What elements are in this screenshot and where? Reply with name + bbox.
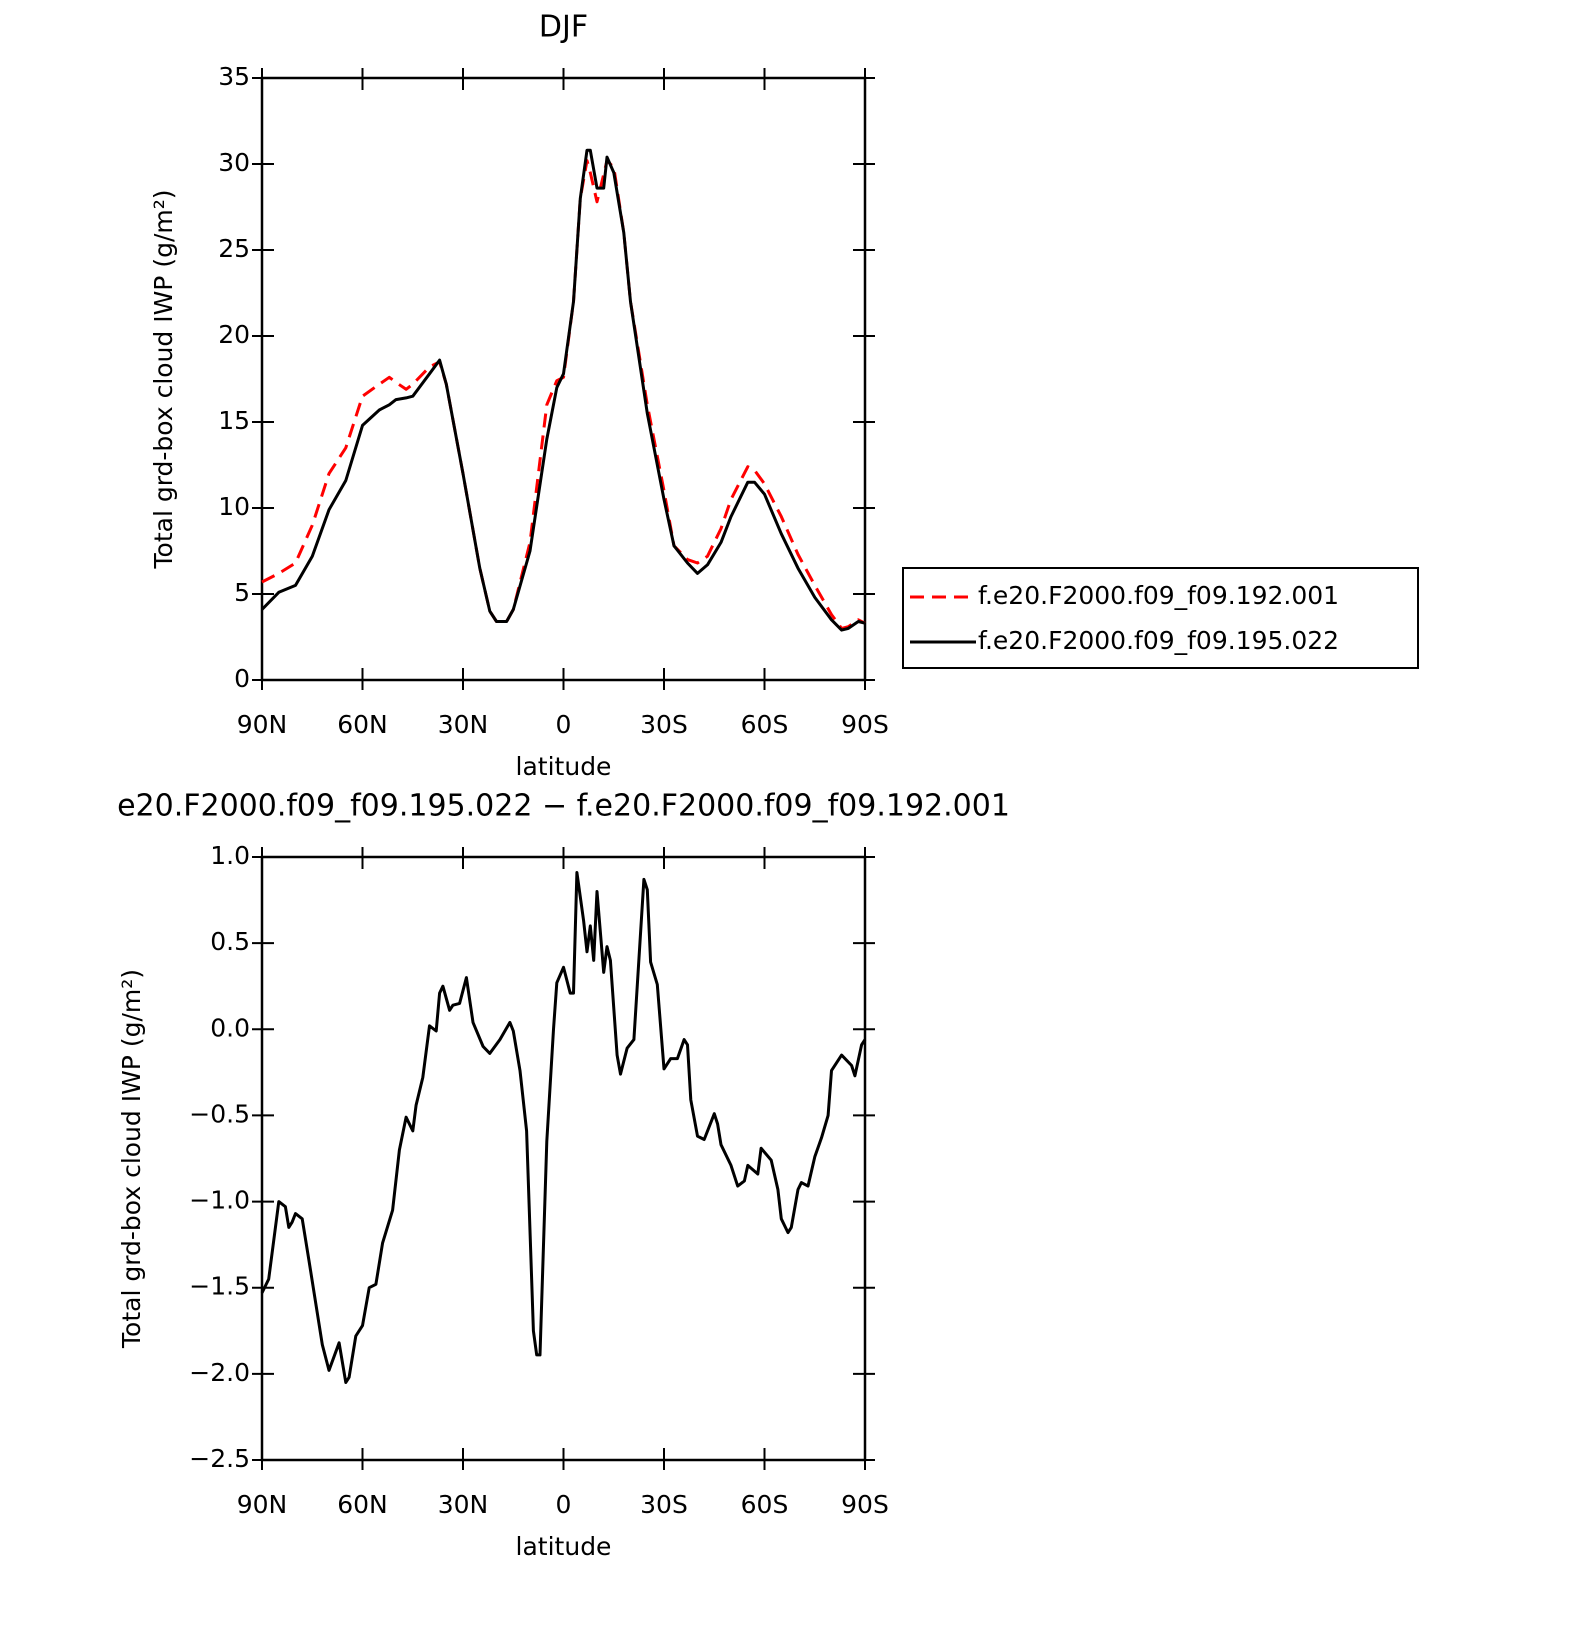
x-tick-label: 90S: [841, 1490, 889, 1519]
chart-title: e20.F2000.f09_f09.195.022 − f.e20.F2000.…: [117, 789, 1010, 824]
x-tick-label: 90N: [237, 1490, 288, 1519]
y-tick-label: −1.0: [189, 1186, 250, 1215]
y-tick-label: 10: [218, 492, 250, 521]
legend: f.e20.F2000.f09_f09.192.001 f.e20.F2000.f…: [902, 567, 1419, 669]
x-tick-label: 90N: [237, 710, 288, 739]
x-tick-label: 30S: [640, 710, 688, 739]
y-tick-label: 35: [218, 62, 250, 91]
x-tick-label: 60N: [337, 1490, 388, 1519]
y-tick-label: 30: [218, 148, 250, 177]
y-axis-label: Total grd-box cloud IWP (g/m²): [117, 969, 146, 1349]
legend-label: f.e20.F2000.f09_f09.195.022: [978, 626, 1339, 655]
legend-label: f.e20.F2000.f09_f09.192.001: [978, 581, 1339, 610]
x-tick-label: 30N: [438, 710, 489, 739]
x-axis-label: latitude: [516, 1532, 612, 1561]
y-tick-label: 1.0: [210, 841, 250, 870]
x-tick-label: 30N: [438, 1490, 489, 1519]
y-tick-label: 0: [234, 664, 250, 693]
plot-frame: [260, 855, 867, 1462]
y-tick-label: 0.5: [210, 927, 250, 956]
x-tick-label: 30S: [640, 1490, 688, 1519]
x-tick-label: 60N: [337, 710, 388, 739]
y-axis-label: Total grd-box cloud IWP (g/m²): [149, 189, 178, 569]
y-tick-label: −2.5: [189, 1444, 250, 1473]
y-tick-label: −1.5: [189, 1272, 250, 1301]
x-tick-label: 0: [556, 710, 572, 739]
data-line: [260, 148, 866, 632]
x-axis-label: latitude: [516, 752, 612, 781]
x-tick-label: 0: [556, 1490, 572, 1519]
y-tick-label: 20: [218, 320, 250, 349]
y-tick-label: 0.0: [210, 1013, 250, 1042]
y-tick-label: 25: [218, 234, 250, 263]
y-tick-label: −0.5: [189, 1099, 250, 1128]
chart: DJF 0 5 10 15 20 25 30 35 90N 60N 30N 0 30S 60S 90S lati…: [149, 10, 1419, 781]
x-tick-label: 60S: [741, 1490, 789, 1519]
legend-box: [902, 567, 1419, 669]
y-tick-label: 5: [234, 578, 250, 607]
chart: e20.F2000.f09_f09.195.022 − f.e20.F2000.…: [117, 789, 1010, 1562]
y-tick-label: −2.0: [189, 1358, 250, 1387]
x-tick-label: 90S: [841, 710, 889, 739]
data-line: [260, 871, 867, 1384]
data-line: [261, 159, 866, 630]
plot-frame: [260, 76, 867, 682]
chart-title: DJF: [539, 10, 588, 45]
x-tick-label: 60S: [741, 710, 789, 739]
y-tick-label: 15: [218, 406, 250, 435]
